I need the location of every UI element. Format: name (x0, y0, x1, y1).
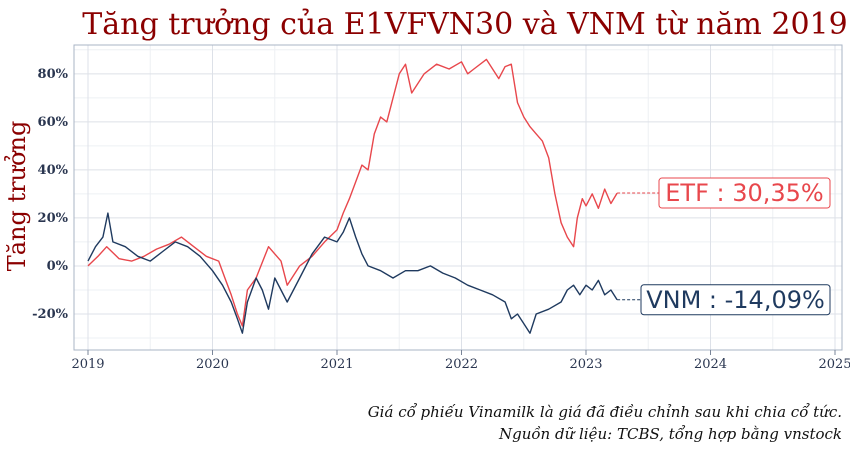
series-layer (87, 58, 618, 334)
y-tick-label: 60% (38, 115, 69, 130)
tick-labels: -20% 0% 20% 40% 60% 80% 2019 2020 2021 2022 2023 20… (32, 67, 850, 372)
chart-title: Tăng trưởng của E1VFVN30 và VNM từ năm 2… (82, 7, 847, 42)
end-label-etf: ETF : 30,35% (665, 179, 823, 207)
plot-area-frame (73, 44, 843, 351)
x-tick-label: 2023 (569, 357, 602, 372)
y-tick-label: 40% (38, 163, 69, 178)
x-tick-label: 2024 (694, 357, 727, 372)
end-label-box-vnm (640, 284, 831, 316)
series-line-etf (87, 58, 618, 327)
y-axis-label: Tăng trưởng (3, 121, 31, 272)
y-tick-label: -20% (32, 307, 68, 322)
x-tick-label: 2020 (196, 357, 229, 372)
x-tick-label: 2025 (818, 357, 850, 372)
x-tick-label: 2019 (71, 357, 104, 372)
caption-adjusted-price: Giá cổ phiếu Vinamilk là giá đã điều chỉ… (368, 403, 842, 421)
y-tick-label: 0% (47, 259, 69, 274)
end-label-vnm: VNM : -14,09% (646, 286, 825, 314)
end-labels: ETF : 30,35% VNM : -14,09% (617, 177, 831, 316)
x-tick-label: 2022 (445, 357, 478, 372)
y-tick-label: 20% (38, 211, 69, 226)
series-line-vnm (87, 212, 618, 334)
x-tick-label: 2021 (320, 357, 353, 372)
caption-data-source: Nguồn dữ liệu: TCBS, tổng hợp bằng vnsto… (498, 425, 842, 443)
end-label-box-etf (658, 177, 831, 209)
y-tick-label: 80% (38, 67, 69, 82)
